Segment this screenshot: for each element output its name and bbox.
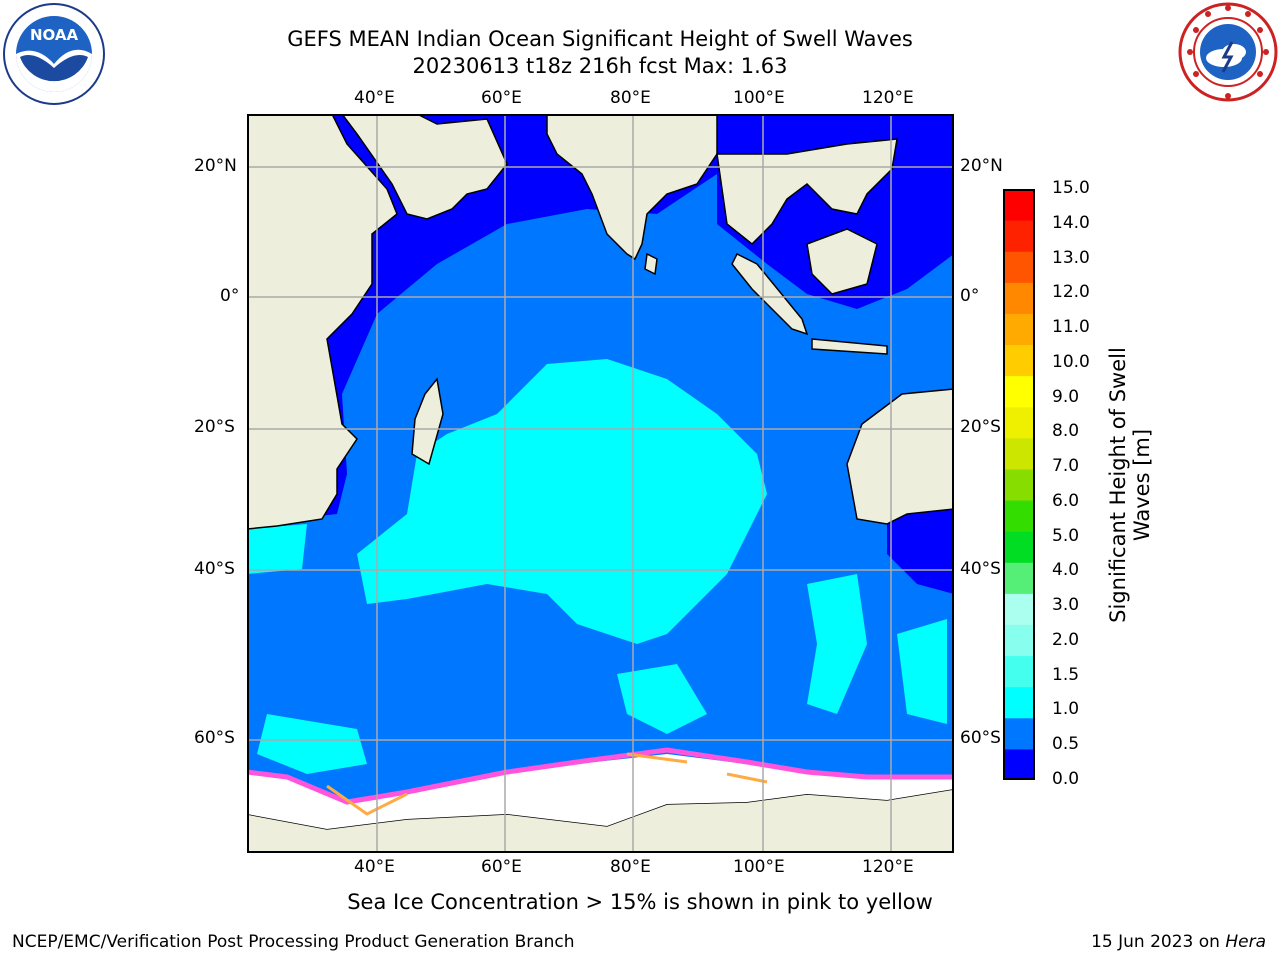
lat-tick-right: 40°S xyxy=(960,559,1001,579)
colorbar-segment xyxy=(1003,717,1035,750)
colorbar-segment xyxy=(1003,655,1035,688)
footer-credit: NCEP/EMC/Verification Post Processing Pr… xyxy=(12,932,575,952)
land-borneo xyxy=(806,228,878,295)
land-sri-lanka xyxy=(644,252,658,276)
colorbar-segment xyxy=(1003,437,1035,470)
colorbar-tick-label: 0.0 xyxy=(1052,769,1080,789)
colorbar-segment xyxy=(1003,468,1035,501)
colorbar-tick-label: 1.0 xyxy=(1052,699,1080,720)
colorbar-segment xyxy=(1003,282,1035,314)
colorbar-tick-label: 5.0 xyxy=(1052,525,1080,546)
lat-tick-left: 20°S xyxy=(194,417,235,437)
ice-edge-orange xyxy=(326,752,768,816)
sea-ice-note: Sea Ice Concentration > 15% is shown in … xyxy=(347,890,933,914)
ice-edge-pink xyxy=(247,747,954,805)
colorbar-tick-label: 1.5 xyxy=(1052,664,1080,685)
colorbar-tick-label: 14.0 xyxy=(1052,212,1090,233)
colorbar-segment xyxy=(1003,375,1035,408)
colorbar-tick-label: 0.5 xyxy=(1052,734,1080,755)
colorbar-segment xyxy=(1003,313,1035,346)
lat-tick-right: 20°N xyxy=(960,156,1003,176)
colorbar-tick-label: 4.0 xyxy=(1052,560,1080,581)
colorbar-frame xyxy=(1003,189,1035,780)
colorbar-segment xyxy=(1003,189,1035,221)
land-madagascar xyxy=(411,377,444,466)
colorbar-segment xyxy=(1003,220,1035,252)
land-australia xyxy=(846,388,954,525)
map-frame xyxy=(247,114,954,853)
colorbar-segment xyxy=(1003,531,1035,563)
colorbar-segment xyxy=(1003,344,1035,377)
swell-low-southeast xyxy=(887,504,954,594)
footer-machine: Hera xyxy=(1225,932,1266,952)
lon-tick-top: 120°E xyxy=(862,88,914,108)
colorbar-segment xyxy=(1003,686,1035,719)
land-africa xyxy=(247,114,398,530)
land-java xyxy=(811,338,888,355)
colorbar-segment xyxy=(1003,562,1035,594)
footer-date-text: 15 Jun 2023 on xyxy=(1091,932,1220,952)
lon-tick-bottom: 80°E xyxy=(610,857,651,877)
colorbar-segment xyxy=(1003,500,1035,532)
swell-mid-patch xyxy=(617,664,707,734)
land-india xyxy=(546,114,718,261)
footer-date: 15 Jun 2023 on Hera xyxy=(1091,932,1266,952)
lon-tick-top: 100°E xyxy=(733,88,785,108)
map-subtitle: 20230613 t18z 216h fcst Max: 1.63 xyxy=(412,54,788,78)
colorbar-title-line: Waves [m] xyxy=(1130,428,1154,542)
noaa-logo-text: NOAA xyxy=(30,26,79,44)
colorbar-tick-label: 6.0 xyxy=(1052,490,1080,511)
lon-tick-top: 60°E xyxy=(481,88,522,108)
lat-tick-left: 60°S xyxy=(194,728,235,748)
colorbar-segment xyxy=(1003,748,1035,780)
swell-mid-region xyxy=(357,359,767,644)
colorbar-tick-label: 7.0 xyxy=(1052,456,1080,477)
swell-mid-west xyxy=(247,524,307,574)
colorbar-tick-label: 11.0 xyxy=(1052,317,1090,338)
colorbar-tick-label: 8.0 xyxy=(1052,421,1080,442)
nws-logo-icon xyxy=(1178,2,1278,102)
colorbar-title-line: Significant Height of Swell xyxy=(1106,347,1130,623)
land-sumatra xyxy=(731,252,809,336)
colorbar-segment xyxy=(1003,251,1035,283)
lon-tick-bottom: 120°E xyxy=(862,857,914,877)
lat-tick-right: 0° xyxy=(960,286,980,306)
noaa-logo-icon: NOAA xyxy=(3,3,105,105)
lon-tick-top: 40°E xyxy=(354,88,395,108)
colorbar-segment xyxy=(1003,406,1035,439)
lon-tick-bottom: 100°E xyxy=(733,857,785,877)
colorbar-tick-label: 13.0 xyxy=(1052,247,1090,268)
lat-tick-left: 20°N xyxy=(194,156,237,176)
colorbar-tick-label: 2.0 xyxy=(1052,629,1080,650)
map-panel xyxy=(247,114,954,853)
swell-mid-patch xyxy=(897,619,947,724)
lat-tick-left: 40°S xyxy=(194,559,235,579)
lon-tick-bottom: 60°E xyxy=(481,857,522,877)
land-masses xyxy=(247,114,954,853)
swell-mid-patch xyxy=(257,714,367,774)
lon-tick-bottom: 40°E xyxy=(354,857,395,877)
colorbar-segment xyxy=(1003,624,1035,657)
lat-tick-right: 20°S xyxy=(960,417,1001,437)
graticule xyxy=(247,114,954,853)
colorbar-tick-label: 9.0 xyxy=(1052,386,1080,407)
swell-mid-patch xyxy=(807,574,867,714)
colorbar-title: Significant Height of Swell Waves [m] xyxy=(1106,285,1154,685)
lat-tick-left: 0° xyxy=(220,286,240,306)
map-title: GEFS MEAN Indian Ocean Significant Heigh… xyxy=(287,27,913,51)
colorbar-segment xyxy=(1003,593,1035,625)
land-se-asia xyxy=(716,138,898,246)
lon-tick-top: 80°E xyxy=(610,88,651,108)
lat-tick-right: 60°S xyxy=(960,728,1001,748)
colorbar xyxy=(1003,189,1035,780)
colorbar-tick-label: 15.0 xyxy=(1052,178,1090,198)
colorbar-tick-label: 10.0 xyxy=(1052,351,1090,372)
colorbar-tick-label: 3.0 xyxy=(1052,595,1080,616)
colorbar-tick-label: 12.0 xyxy=(1052,282,1090,303)
sea-ice xyxy=(247,754,954,829)
